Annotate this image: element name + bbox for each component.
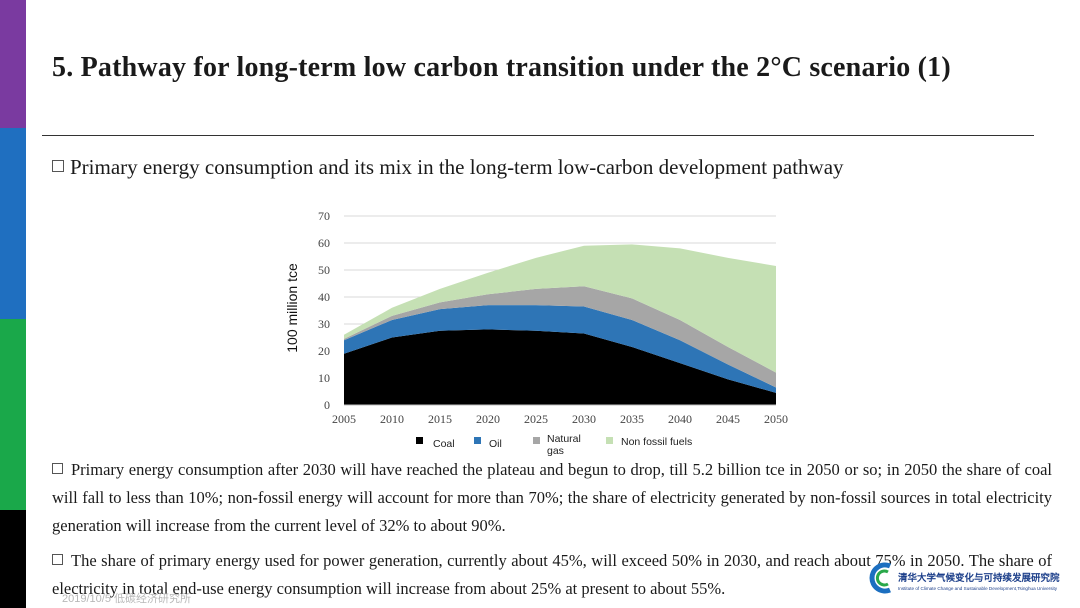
bullet-box-icon xyxy=(52,160,64,172)
side-color-bars xyxy=(0,0,26,608)
legend-item-gas: Natural gas xyxy=(547,433,581,457)
subtitle-text: Primary energy consumption and its mix i… xyxy=(70,155,844,179)
x-tick-label: 2035 xyxy=(620,412,644,426)
paragraph-2-text: The share of primary energy used for pow… xyxy=(52,551,1052,598)
y-tick-label: 70 xyxy=(318,209,330,223)
legend-swatch-oil xyxy=(474,437,481,444)
blue-bar xyxy=(0,128,26,319)
legend-swatch-nonfossil xyxy=(606,437,613,444)
y-tick-label: 10 xyxy=(318,371,330,385)
bullet-box-icon xyxy=(52,554,63,565)
legend-item-coal: Coal xyxy=(433,438,455,450)
green-bar xyxy=(0,319,26,510)
legend-swatch-coal xyxy=(416,437,423,444)
y-tick-label: 0 xyxy=(324,398,330,412)
y-tick-label: 30 xyxy=(318,317,330,331)
legend-swatch-gas xyxy=(533,437,540,444)
x-tick-label: 2040 xyxy=(668,412,692,426)
purple-bar xyxy=(0,0,26,128)
institute-logo: 清华大学气候变化与可持续发展研究院 Institute of Climate C… xyxy=(866,560,1076,600)
y-axis-label: 100 million tce xyxy=(284,263,300,353)
legend-item-oil: Oil xyxy=(489,438,502,450)
area-natural-gas xyxy=(344,286,776,388)
x-tick-label: 2005 xyxy=(332,412,356,426)
paragraph-1-text: Primary energy consumption after 2030 wi… xyxy=(52,460,1052,535)
footer-date: 2019/10/5 低碳经济研究所 xyxy=(62,593,191,605)
x-tick-label: 2020 xyxy=(476,412,500,426)
x-tick-label: 2050 xyxy=(764,412,788,426)
area-oil xyxy=(344,305,776,393)
slide-title: 5. Pathway for long-term low carbon tran… xyxy=(52,52,951,83)
legend-item-nonfossil: Non fossil fuels xyxy=(621,436,693,448)
area-coal xyxy=(344,329,776,405)
chart-areas xyxy=(344,244,776,405)
area-non-fossil-fuels xyxy=(344,244,776,373)
x-tick-label: 2025 xyxy=(524,412,548,426)
x-tick-label: 2010 xyxy=(380,412,404,426)
y-tick-label: 60 xyxy=(318,236,330,250)
subtitle-bullet: Primary energy consumption and its mix i… xyxy=(52,155,844,180)
title-divider xyxy=(42,135,1034,136)
y-tick-label: 20 xyxy=(318,344,330,358)
paragraph-1: Primary energy consumption after 2030 wi… xyxy=(52,456,1052,540)
logo-chinese-text: 清华大学气候变化与可持续发展研究院 xyxy=(898,573,1060,584)
y-tick-label: 50 xyxy=(318,263,330,277)
y-tick-labels: 0 10 20 30 40 50 60 70 xyxy=(318,209,330,412)
x-tick-label: 2015 xyxy=(428,412,452,426)
x-tick-label: 2045 xyxy=(716,412,740,426)
x-tick-label: 2030 xyxy=(572,412,596,426)
institute-logo-icon xyxy=(869,562,891,594)
paragraph-2: The share of primary energy used for pow… xyxy=(52,547,1052,603)
y-tick-label: 40 xyxy=(318,290,330,304)
bullet-box-icon xyxy=(52,463,63,474)
black-bar xyxy=(0,510,26,608)
logo-english-text: Institute of Climate Change and Sustaina… xyxy=(898,586,1058,591)
x-tick-labels: 2005 2010 2015 2020 2025 2030 2035 2040 2045 2050 xyxy=(332,412,788,426)
